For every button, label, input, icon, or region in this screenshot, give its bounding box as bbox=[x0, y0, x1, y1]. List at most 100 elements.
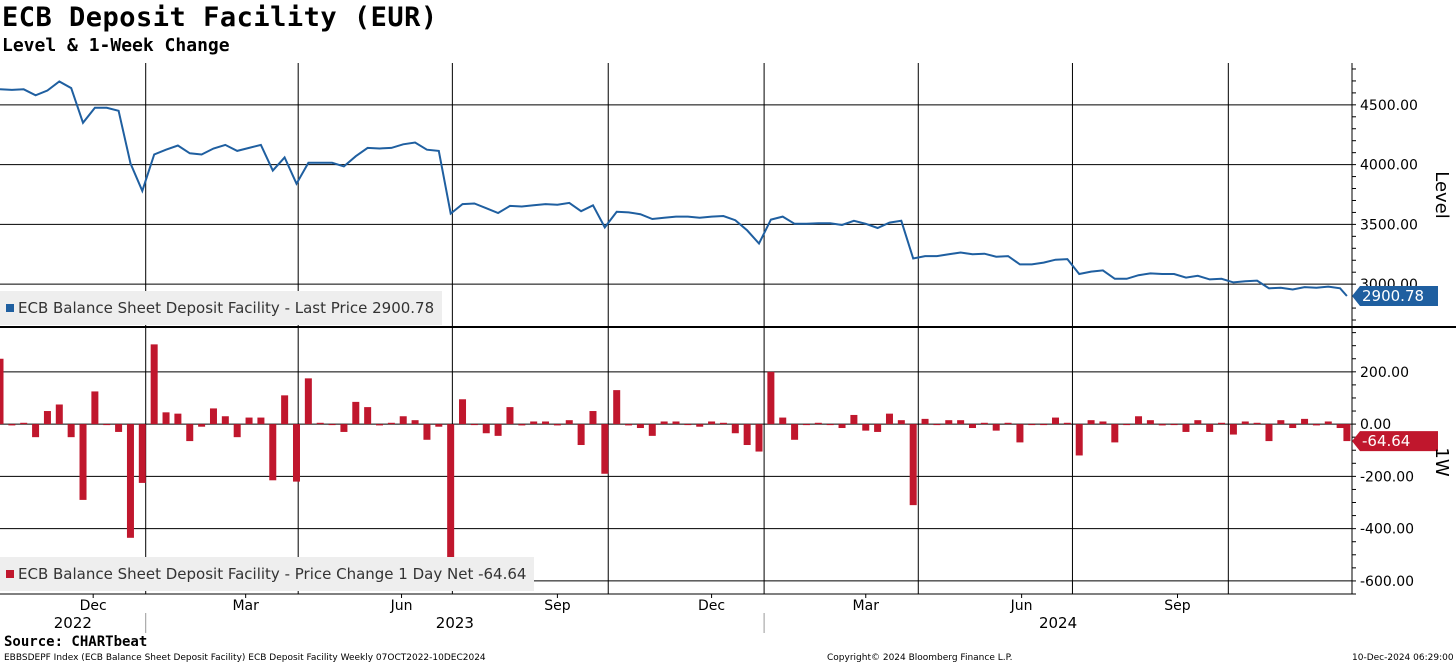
footer-description: EBBSDEPF Index (ECB Balance Sheet Deposi… bbox=[4, 653, 486, 663]
month-label: Jun bbox=[390, 598, 413, 614]
source-label: Source: CHARTbeat bbox=[4, 634, 148, 650]
change-bar bbox=[1111, 424, 1119, 443]
change-bar bbox=[1182, 424, 1190, 432]
change-tick-label: -200.00 bbox=[1360, 469, 1414, 485]
change-bar bbox=[1123, 424, 1131, 426]
change-bar bbox=[838, 424, 846, 429]
year-label: 2023 bbox=[436, 614, 474, 632]
change-bar bbox=[862, 424, 870, 431]
change-bar bbox=[1324, 421, 1332, 425]
change-bar bbox=[8, 424, 16, 426]
chart-title: ECB Deposit Facility (EUR) bbox=[2, 2, 438, 33]
change-bar bbox=[1218, 422, 1226, 425]
change-bar bbox=[992, 424, 1000, 431]
change-bar bbox=[447, 424, 455, 562]
change-bar bbox=[1265, 424, 1273, 442]
change-bar bbox=[1052, 417, 1060, 425]
change-bar bbox=[921, 418, 929, 425]
year-label: 2022 bbox=[54, 614, 92, 632]
change-bar bbox=[364, 407, 372, 425]
change-bar bbox=[221, 416, 229, 425]
month-label: Sep bbox=[544, 598, 571, 614]
change-bar bbox=[1170, 424, 1178, 426]
chart-subtitle: Level & 1-Week Change bbox=[2, 35, 230, 56]
change-bar bbox=[115, 424, 123, 432]
month-label: Jun bbox=[1010, 598, 1033, 614]
change-bar bbox=[968, 424, 976, 429]
change-bar bbox=[814, 422, 822, 425]
level-axis-title: Level bbox=[1431, 171, 1452, 219]
change-bar bbox=[933, 424, 941, 426]
change-bar bbox=[316, 422, 324, 425]
change-last-value-tag: -64.64 bbox=[1352, 431, 1438, 452]
change-bar bbox=[257, 417, 265, 425]
change-bar bbox=[1146, 420, 1154, 425]
change-bar bbox=[506, 407, 514, 425]
change-bar bbox=[435, 424, 443, 427]
change-bar bbox=[399, 416, 407, 425]
change-bar bbox=[1099, 421, 1107, 425]
change-tick-label: 0.00 bbox=[1360, 417, 1391, 433]
change-bar bbox=[162, 412, 170, 425]
change-bar bbox=[304, 378, 312, 425]
change-bar bbox=[636, 424, 644, 429]
level-tick-label: 4500.00 bbox=[1360, 98, 1418, 114]
year-label: 2024 bbox=[1039, 614, 1077, 632]
change-bar bbox=[459, 399, 467, 425]
change-bar bbox=[1336, 424, 1344, 429]
level-legend-swatch bbox=[6, 304, 14, 312]
change-bar bbox=[32, 424, 40, 438]
change-bar bbox=[67, 424, 75, 438]
change-bar bbox=[743, 424, 751, 446]
change-bar bbox=[0, 358, 4, 425]
change-bar bbox=[802, 424, 810, 426]
change-bar bbox=[553, 424, 561, 426]
change-bar bbox=[909, 424, 917, 506]
change-bar bbox=[530, 421, 538, 425]
change-bar bbox=[340, 424, 348, 432]
change-bar bbox=[482, 424, 490, 434]
change-bar bbox=[1016, 424, 1024, 443]
change-bar bbox=[328, 424, 336, 426]
change-bar bbox=[648, 424, 656, 436]
change-bar bbox=[1312, 424, 1320, 426]
change-bar bbox=[589, 411, 597, 425]
change-bar bbox=[1241, 421, 1249, 425]
footer-copyright: Copyright© 2024 Bloomberg Finance L.P. bbox=[827, 653, 1013, 663]
level-legend-label: ECB Balance Sheet Deposit Facility - Las… bbox=[18, 299, 435, 317]
change-bar bbox=[1206, 424, 1214, 432]
change-bar bbox=[150, 344, 158, 425]
change-bar bbox=[79, 424, 87, 500]
change-bar bbox=[126, 424, 134, 538]
level-legend: ECB Balance Sheet Deposit Facility - Las… bbox=[0, 291, 443, 325]
change-bar bbox=[387, 422, 395, 425]
change-bar bbox=[1004, 422, 1012, 425]
change-bar bbox=[518, 424, 526, 426]
change-bar bbox=[494, 424, 502, 436]
footer-timestamp: 10-Dec-2024 06:29:00 bbox=[1352, 653, 1454, 663]
change-last-value-tag-shape bbox=[1352, 431, 1438, 452]
change-tick-label: 200.00 bbox=[1360, 365, 1409, 381]
change-bar bbox=[731, 424, 739, 434]
change-bar bbox=[281, 395, 289, 425]
change-bar bbox=[897, 420, 905, 425]
change-bar bbox=[1194, 420, 1202, 425]
change-bar bbox=[672, 421, 680, 425]
change-bar bbox=[779, 417, 787, 425]
level-last-value-tag-text: 2900.78 bbox=[1362, 287, 1424, 305]
change-bar bbox=[696, 424, 704, 427]
change-bar bbox=[874, 424, 882, 432]
change-bar bbox=[542, 421, 550, 425]
change-bar bbox=[755, 424, 763, 452]
change-axis-title: 1W bbox=[1431, 447, 1452, 476]
change-bar bbox=[957, 420, 965, 425]
change-bar bbox=[1158, 424, 1166, 426]
change-bar bbox=[613, 390, 621, 425]
change-bar bbox=[91, 391, 99, 425]
change-bar bbox=[1229, 424, 1237, 435]
change-bar bbox=[174, 413, 182, 425]
change-bar bbox=[209, 408, 217, 425]
month-label: Mar bbox=[853, 598, 880, 614]
change-bar bbox=[719, 422, 727, 425]
